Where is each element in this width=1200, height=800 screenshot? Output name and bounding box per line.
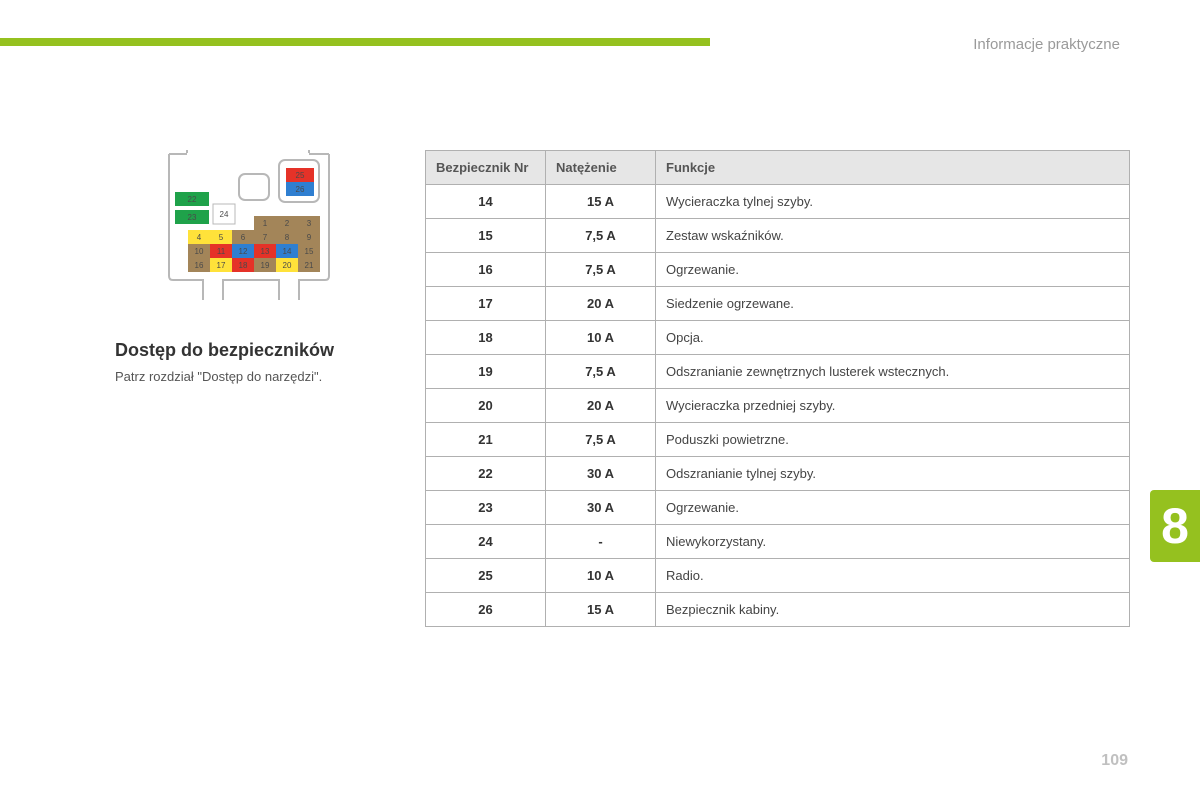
table-cell: Ogrzewanie. [656,253,1130,287]
right-column: Bezpiecznik NrNatężenieFunkcje 1415 AWyc… [425,150,1130,627]
svg-text:3: 3 [307,219,312,228]
header-category: Informacje praktyczne [973,36,1120,53]
table-cell: Opcja. [656,321,1130,355]
table-cell: 18 [426,321,546,355]
content-area: 2526222324123456789101112131415161718192… [115,150,1130,627]
svg-text:25: 25 [296,171,305,180]
table-cell: - [546,525,656,559]
table-cell: Wycieraczka tylnej szyby. [656,185,1130,219]
table-row: 1415 AWycieraczka tylnej szyby. [426,185,1130,219]
table-cell: 30 A [546,457,656,491]
table-cell: 7,5 A [546,253,656,287]
table-cell: 22 [426,457,546,491]
table-cell: 7,5 A [546,355,656,389]
table-row: 1720 ASiedzenie ogrzewane. [426,287,1130,321]
svg-text:1: 1 [263,219,268,228]
table-cell: 10 A [546,321,656,355]
svg-text:24: 24 [220,210,229,219]
svg-text:20: 20 [283,261,292,270]
table-row: 2510 ARadio. [426,559,1130,593]
table-row: 24-Niewykorzystany. [426,525,1130,559]
table-cell: 26 [426,593,546,627]
svg-text:22: 22 [188,195,197,204]
table-cell: Bezpiecznik kabiny. [656,593,1130,627]
table-row: 2615 ABezpiecznik kabiny. [426,593,1130,627]
table-cell: 7,5 A [546,219,656,253]
fusebox-diagram: 2526222324123456789101112131415161718192… [159,150,341,310]
svg-text:10: 10 [195,247,204,256]
svg-text:26: 26 [296,185,305,194]
section-subtitle: Patrz rozdział "Dostęp do narzędzi". [115,369,385,384]
table-cell: 24 [426,525,546,559]
table-row: 167,5 AOgrzewanie. [426,253,1130,287]
table-cell: Odszranianie tylnej szyby. [656,457,1130,491]
table-cell: Ogrzewanie. [656,491,1130,525]
table-cell: Zestaw wskaźników. [656,219,1130,253]
table-row: 2330 AOgrzewanie. [426,491,1130,525]
svg-text:16: 16 [195,261,204,270]
table-row: 2230 AOdszranianie tylnej szyby. [426,457,1130,491]
page-number: 109 [1101,752,1128,770]
table-cell: Odszranianie zewnętrznych lusterek wstec… [656,355,1130,389]
table-cell: 20 A [546,389,656,423]
table-cell: 20 [426,389,546,423]
table-header: Natężenie [546,151,656,185]
chapter-badge: 8 [1150,490,1200,562]
svg-text:14: 14 [283,247,292,256]
svg-text:13: 13 [261,247,270,256]
table-cell: 30 A [546,491,656,525]
table-cell: Siedzenie ogrzewane. [656,287,1130,321]
svg-text:6: 6 [241,233,246,242]
table-cell: 21 [426,423,546,457]
table-cell: Radio. [656,559,1130,593]
svg-text:21: 21 [305,261,314,270]
svg-text:9: 9 [307,233,312,242]
table-cell: 14 [426,185,546,219]
svg-text:7: 7 [263,233,268,242]
table-cell: 15 A [546,593,656,627]
top-accent-bar [0,38,710,46]
svg-text:2: 2 [285,219,290,228]
table-cell: 10 A [546,559,656,593]
table-cell: Wycieraczka przedniej szyby. [656,389,1130,423]
table-cell: 17 [426,287,546,321]
section-title: Dostęp do bezpieczników [115,340,385,361]
table-cell: 20 A [546,287,656,321]
table-row: 157,5 AZestaw wskaźników. [426,219,1130,253]
table-row: 217,5 APoduszki powietrzne. [426,423,1130,457]
left-column: 2526222324123456789101112131415161718192… [115,150,385,627]
table-header: Bezpiecznik Nr [426,151,546,185]
svg-text:8: 8 [285,233,290,242]
table-row: 2020 AWycieraczka przedniej szyby. [426,389,1130,423]
fuse-table: Bezpiecznik NrNatężenieFunkcje 1415 AWyc… [425,150,1130,627]
table-cell: 25 [426,559,546,593]
table-cell: Niewykorzystany. [656,525,1130,559]
svg-text:19: 19 [261,261,270,270]
table-cell: 15 A [546,185,656,219]
svg-text:23: 23 [188,213,197,222]
table-cell: 19 [426,355,546,389]
table-row: 1810 AOpcja. [426,321,1130,355]
svg-text:11: 11 [217,247,226,256]
table-cell: 7,5 A [546,423,656,457]
svg-text:5: 5 [219,233,224,242]
svg-text:18: 18 [239,261,248,270]
table-cell: Poduszki powietrzne. [656,423,1130,457]
svg-text:12: 12 [239,247,248,256]
table-cell: 15 [426,219,546,253]
svg-text:17: 17 [217,261,226,270]
table-header: Funkcje [656,151,1130,185]
table-cell: 16 [426,253,546,287]
table-cell: 23 [426,491,546,525]
svg-text:4: 4 [197,233,202,242]
table-row: 197,5 AOdszranianie zewnętrznych lustere… [426,355,1130,389]
svg-text:15: 15 [305,247,314,256]
